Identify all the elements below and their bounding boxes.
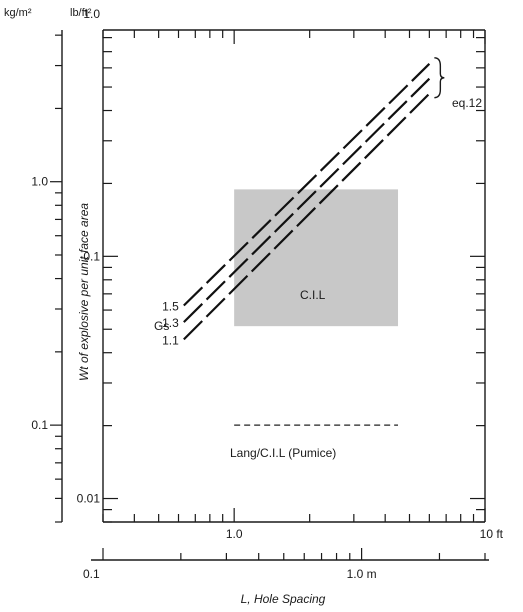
x-ft-tick-label: 10 ft [480, 527, 504, 541]
region-label: C.I.L [300, 288, 326, 302]
series-label: 1.5 [162, 300, 179, 314]
reference-line-label: Lang/C.I.L (Pumice) [230, 446, 336, 460]
y-left-tick-label: 0.1 [31, 418, 48, 432]
y-right-tick-label: 1.0 [83, 7, 100, 21]
series-line-gs-1-3 [183, 77, 431, 323]
x-metre-tick-label: 1.0 m [347, 567, 377, 581]
series-label: 1.3 [162, 316, 179, 330]
y-right-unit-label: lb/ft² [70, 7, 92, 19]
y-left-unit-label: kg/m² [4, 7, 32, 19]
equation-annotation: eq.12 [452, 96, 482, 110]
y-axis-title: Wt of explosive per unit face area [77, 203, 91, 381]
legend-title: Gs [154, 319, 169, 333]
x-axis-title: L, Hole Spacing [241, 592, 326, 606]
equation-brace [434, 57, 445, 99]
y-left-tick-label: 1.0 [31, 175, 48, 189]
x-metre-tick-label: 0.1 [83, 567, 100, 581]
shaded-region [234, 189, 399, 327]
series-line-gs-1-5 [183, 63, 431, 307]
x-ft-tick-label: 1.0 [226, 527, 243, 541]
series-layer: 1.5 1.3 1.1 [162, 57, 445, 426]
shaded-region-layer [234, 189, 399, 327]
y-right-tick-label: 0.1 [83, 249, 100, 263]
series-line-gs-1-1 [183, 92, 431, 341]
y-right-tick-label: 0.01 [77, 492, 101, 506]
axes-layer: 0.1 1.0 0.01 0.1 1.0 1.0 10 ft 0.1 1.0 m [31, 7, 503, 581]
series-label: 1.1 [162, 333, 179, 347]
